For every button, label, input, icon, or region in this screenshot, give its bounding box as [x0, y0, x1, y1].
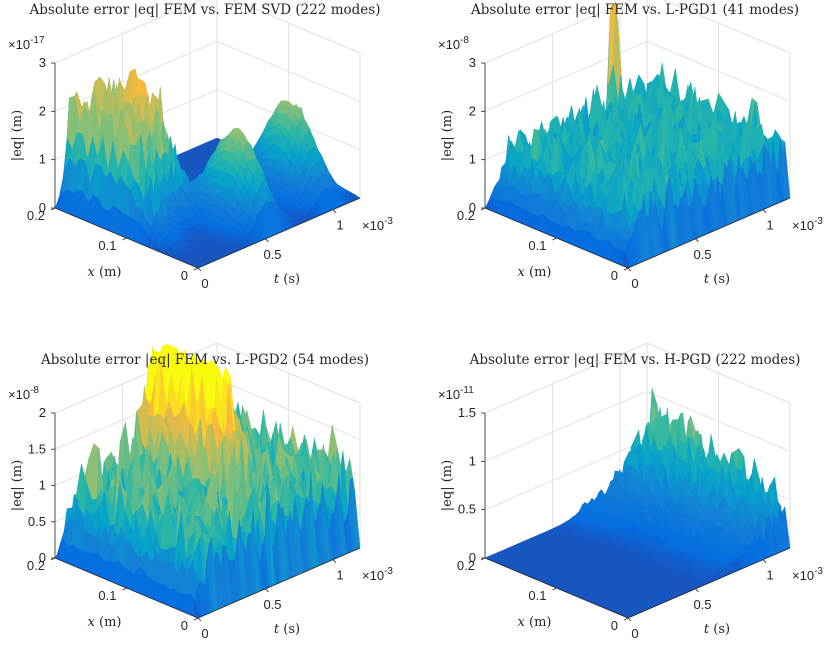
z-tick-label: 3	[469, 55, 476, 70]
t-exponent: ×10-3	[792, 216, 823, 233]
x-tick-label: 0.1	[98, 238, 116, 253]
surface	[484, 1, 791, 269]
t-tick-label: 1	[336, 218, 343, 233]
t-exponent: ×10-3	[362, 216, 393, 233]
t-tick-label: 0.5	[693, 247, 711, 262]
z-tick-label: 1	[39, 152, 46, 167]
t-tick-label: 0.5	[263, 247, 281, 262]
z-tick-label: 0	[469, 200, 476, 215]
x-axis-label: x (m)	[518, 265, 552, 280]
t-tick-label: 0	[201, 276, 208, 291]
z-tick-label: 0	[39, 200, 46, 215]
z-tick-label: 3	[39, 55, 46, 70]
z-tick-label: 1	[469, 152, 476, 167]
z-tick-label: 2	[469, 103, 476, 118]
x-tick-label: 0	[611, 268, 618, 283]
z-exponent: ×10-17	[8, 35, 45, 52]
t-axis-label: t (s)	[704, 272, 730, 287]
z-tick-label: 2	[39, 103, 46, 118]
t-axis-label: t (s)	[274, 272, 300, 287]
x-axis-label: x (m)	[88, 265, 122, 280]
surface	[54, 68, 361, 269]
t-tick-label: 0	[631, 276, 638, 291]
t-tick-label: 1	[766, 218, 773, 233]
x-tick-label: 0	[181, 268, 188, 283]
chart-title: Absolute error |eq| FEM vs. FEM SVD (222…	[29, 2, 381, 18]
z-axis-label: |eq| (m)	[440, 110, 455, 161]
x-tick-label: 0.1	[528, 238, 546, 253]
chart-title: Absolute error |eq| FEM vs. L-PGD1 (41 m…	[470, 2, 799, 18]
z-exponent: ×10-8	[438, 35, 469, 52]
z-axis-label: |eq| (m)	[10, 110, 25, 161]
